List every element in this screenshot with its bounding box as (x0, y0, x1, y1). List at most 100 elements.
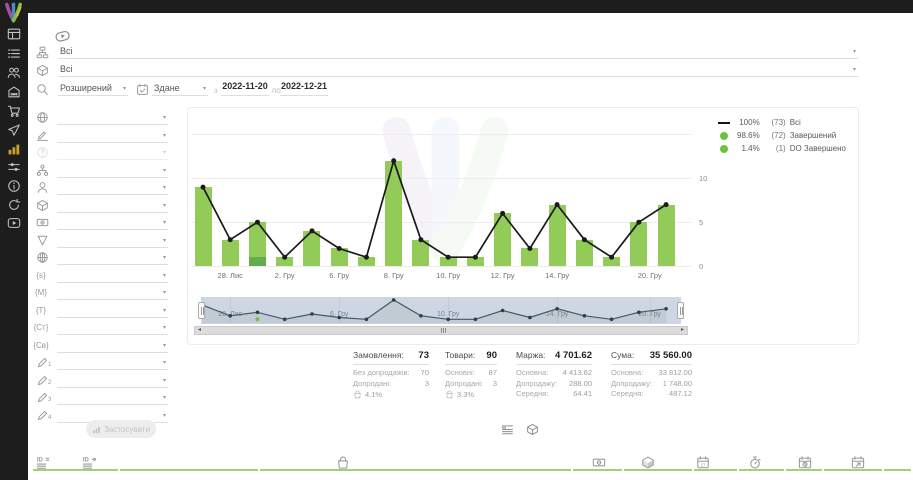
bar-segment-zavershenyi[interactable] (194, 187, 212, 266)
chart-legend: 100% (73) Всі 98.6% (72) Завершений 1.4% (1) DO … (718, 116, 846, 155)
funnel-filter-select[interactable]: ▾ (57, 233, 168, 248)
column-header-product-id-column[interactable]: ID (82, 455, 96, 470)
y-axis-tick-label: 5 (699, 218, 704, 228)
bar-segment-zavershenyi[interactable] (466, 257, 484, 266)
column-header-order-id-column[interactable]: ID (36, 455, 50, 470)
product-filter-icon-wrap (36, 64, 49, 77)
product-filter-select[interactable]: ▾ (57, 198, 168, 213)
view-tag[interactable] (52, 28, 73, 44)
payment-filter-select[interactable]: ▾ (57, 215, 168, 230)
structure-filter-select[interactable]: ▾ (57, 163, 168, 178)
sidebar-item-cart[interactable] (7, 104, 21, 118)
var-m-filter-select[interactable]: ▾ (57, 285, 168, 300)
sidebar-item-marketing[interactable] (7, 123, 21, 137)
bar-segment-zavershenyi[interactable] (521, 248, 539, 266)
bar-segment-zavershenyi[interactable] (385, 160, 403, 266)
bar-segment-zavershenyi[interactable] (575, 239, 593, 266)
sidebar-item-automation[interactable] (7, 160, 21, 174)
bar-segment-zavershenyi[interactable] (494, 213, 512, 266)
sidebar-item-info[interactable] (7, 179, 21, 193)
legend-item[interactable]: 1.4% (1) DO Завершено (718, 142, 846, 155)
signature-filter-select[interactable]: ▾ (57, 128, 168, 143)
cart-icon (7, 105, 20, 117)
date-from-input[interactable]: 2022-11-20 (221, 81, 269, 96)
sidebar-item-video[interactable] (7, 216, 21, 230)
chart-scrollbar[interactable]: ◂ ▸ (194, 326, 688, 335)
column-header-product-column[interactable] (336, 455, 350, 470)
search-mode-select[interactable]: Розширений ▾ (58, 81, 128, 96)
var-t-filter-select[interactable]: ▾ (57, 303, 168, 318)
bar-segment-zavershenyi[interactable] (412, 239, 430, 266)
product-column-icon (338, 456, 348, 469)
bar-segment-zavershenyi[interactable] (357, 257, 375, 266)
column-header-date-shipped-column[interactable] (851, 455, 865, 470)
date-type-select[interactable]: Здане ▾ (152, 81, 208, 96)
main-content: Всі ▾ Всі ▾ Розширений ▾ Здане ▾ з 2022-11-20 по 20… (28, 13, 913, 480)
help-filter-select[interactable]: ▾ (57, 145, 168, 160)
chevron-down-icon: ▾ (162, 115, 166, 121)
sidebar-item-analytics[interactable] (7, 142, 21, 156)
column-header-duration-column[interactable] (748, 455, 762, 470)
bar-segment-zavershenyi[interactable] (303, 230, 321, 266)
bar-segment-zavershenyi[interactable] (330, 248, 348, 266)
sidebar-item-orders[interactable] (7, 47, 21, 61)
globe-icon (37, 112, 48, 123)
var-s-filter-select[interactable]: ▾ (57, 268, 168, 283)
bar-segment-zavershenyi[interactable] (276, 257, 294, 266)
app-logo-icon[interactable] (2, 1, 25, 25)
funnel-filter-icon-wrap (36, 234, 49, 247)
sidebar-item-customers[interactable] (7, 66, 21, 80)
manager-filter-select[interactable]: ▾ (57, 180, 168, 195)
legend-item[interactable]: 98.6% (72) Завершений (718, 129, 846, 142)
legend-percent: 98.6% (737, 131, 760, 140)
date-to-input[interactable]: 2022-12-21 (280, 81, 328, 96)
var-st-filter-select[interactable]: ▾ (57, 320, 168, 335)
column-header-items-column[interactable] (641, 455, 655, 470)
bar-segment-zavershenyi[interactable] (221, 239, 239, 266)
custom-1-filter-select[interactable]: ▾ (57, 355, 168, 370)
bar-segment-zavershenyi[interactable] (439, 257, 457, 266)
country-filter-select[interactable]: ▾ (57, 110, 168, 125)
column-header-date-created-column[interactable]: 17 (696, 455, 710, 470)
custom-2-filter-icon-wrap: 2 (36, 374, 51, 387)
bar-segment-zavershenyi[interactable] (603, 257, 621, 266)
sidebar-item-sync[interactable] (7, 198, 21, 212)
product-select[interactable]: Всі ▾ (58, 62, 858, 77)
bar-segment-zavershenyi[interactable] (657, 204, 675, 266)
sidebar-item-dashboard[interactable] (7, 27, 21, 41)
scroll-grip[interactable] (441, 328, 446, 333)
chevron-down-icon: ▾ (162, 150, 166, 156)
stats-subrow: Основна: 33 812.00 (611, 368, 692, 377)
scroll-left-arrow-icon[interactable]: ◂ (197, 327, 201, 333)
var-sv-filter-select[interactable]: ▾ (57, 338, 168, 353)
sidebar-item-store[interactable] (7, 85, 21, 99)
chevron-down-icon: ▾ (162, 272, 166, 279)
gridline (192, 178, 692, 180)
legend-item[interactable]: 100% (73) Всі (718, 116, 846, 129)
brush-navigator[interactable]: 28. Лис 6. Гру 10. Гру 14. Гру 20. Гру (198, 297, 684, 324)
brush-handle-left[interactable] (198, 302, 205, 319)
scroll-right-arrow-icon[interactable]: ▸ (680, 327, 684, 333)
bar-segment-zavershenyi[interactable] (548, 204, 566, 266)
bar-segment-zavershenyi[interactable] (630, 222, 648, 266)
chevron-down-icon: ▾ (162, 395, 166, 401)
stats-subrow: Допродажу: 288.00 (516, 378, 592, 388)
column-header-price-column[interactable] (592, 455, 606, 470)
chevron-down-icon: ▾ (162, 412, 166, 419)
price-column-icon (592, 458, 606, 467)
view-toggle-table-view[interactable] (501, 423, 514, 436)
group-select[interactable]: Всі ▾ (58, 44, 858, 59)
sync-icon (9, 198, 21, 210)
website-filter-select[interactable]: ▾ (57, 250, 168, 265)
bar-segment-do-zaversheno[interactable] (248, 257, 266, 266)
table-header-border (260, 469, 571, 471)
column-header-date-status-column[interactable] (798, 455, 812, 470)
brush-tick-label: 6. Гру (329, 311, 349, 318)
apply-filters-button[interactable]: Застосувати (86, 420, 156, 438)
legend-count: (73) (771, 118, 786, 127)
custom-2-filter-select[interactable]: ▾ (57, 373, 168, 388)
brush-handle-right[interactable] (677, 302, 684, 319)
custom-3-filter-select[interactable]: ▾ (57, 390, 168, 405)
bar-segment-zavershenyi[interactable] (248, 222, 266, 258)
view-toggle-products-view[interactable] (526, 423, 539, 436)
